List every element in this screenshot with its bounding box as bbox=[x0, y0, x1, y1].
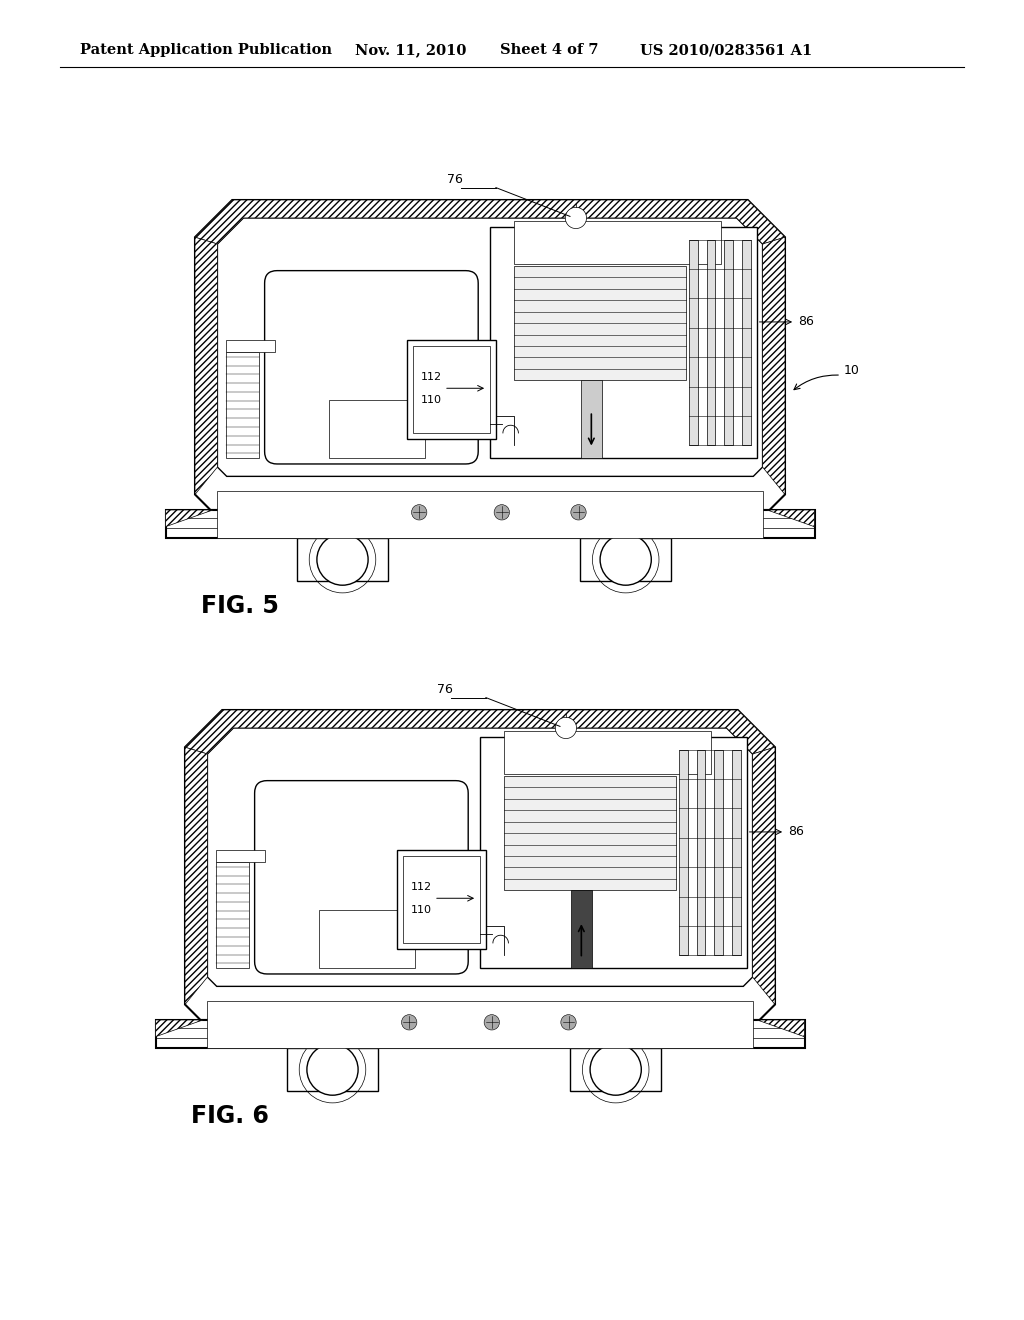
Bar bbox=[707, 240, 716, 445]
Bar bbox=[208, 1002, 753, 1048]
Circle shape bbox=[307, 1044, 358, 1096]
Circle shape bbox=[484, 1015, 500, 1030]
Polygon shape bbox=[195, 201, 785, 244]
Text: 76: 76 bbox=[436, 682, 453, 696]
Bar bbox=[514, 220, 721, 264]
Polygon shape bbox=[156, 1020, 203, 1036]
Bar bbox=[408, 341, 496, 440]
Text: US 2010/0283561 A1: US 2010/0283561 A1 bbox=[640, 44, 812, 57]
Polygon shape bbox=[763, 238, 785, 495]
Text: 110: 110 bbox=[421, 395, 441, 405]
Text: 76: 76 bbox=[446, 173, 463, 186]
Bar bbox=[504, 731, 712, 775]
FancyBboxPatch shape bbox=[255, 780, 468, 974]
Bar bbox=[226, 341, 275, 352]
Bar bbox=[226, 352, 259, 458]
Bar bbox=[403, 857, 480, 942]
Circle shape bbox=[565, 207, 587, 228]
Bar bbox=[287, 1048, 378, 1092]
Polygon shape bbox=[166, 510, 213, 527]
Text: FIG. 5: FIG. 5 bbox=[201, 594, 279, 618]
Text: 112: 112 bbox=[411, 882, 431, 891]
Bar bbox=[490, 227, 757, 458]
Bar bbox=[679, 750, 688, 956]
Bar bbox=[732, 750, 740, 956]
Polygon shape bbox=[195, 238, 217, 495]
Bar bbox=[742, 240, 751, 445]
Polygon shape bbox=[758, 1020, 805, 1036]
Circle shape bbox=[401, 1015, 417, 1030]
Circle shape bbox=[555, 717, 577, 739]
Bar bbox=[216, 862, 249, 968]
Bar bbox=[514, 267, 686, 380]
Bar bbox=[570, 1048, 662, 1092]
Circle shape bbox=[600, 535, 651, 585]
Polygon shape bbox=[185, 747, 208, 1005]
Text: 112: 112 bbox=[421, 371, 441, 381]
Bar bbox=[414, 346, 490, 433]
Text: Sheet 4 of 7: Sheet 4 of 7 bbox=[500, 44, 598, 57]
Text: 10: 10 bbox=[844, 364, 860, 378]
Bar bbox=[696, 750, 706, 956]
Circle shape bbox=[561, 1015, 577, 1030]
Bar bbox=[297, 539, 388, 581]
Polygon shape bbox=[753, 747, 775, 1005]
Bar bbox=[329, 400, 425, 458]
Text: Nov. 11, 2010: Nov. 11, 2010 bbox=[355, 44, 466, 57]
Bar bbox=[580, 539, 672, 581]
Bar bbox=[216, 850, 265, 862]
Bar bbox=[581, 380, 602, 458]
Bar bbox=[217, 491, 763, 539]
Bar bbox=[166, 510, 814, 539]
Circle shape bbox=[590, 1044, 641, 1096]
Text: 86: 86 bbox=[788, 825, 804, 838]
Bar bbox=[480, 738, 746, 968]
Circle shape bbox=[495, 504, 510, 520]
Bar bbox=[318, 909, 415, 968]
Bar bbox=[724, 240, 733, 445]
Bar bbox=[714, 750, 723, 956]
Bar bbox=[397, 850, 486, 949]
Polygon shape bbox=[195, 201, 785, 510]
Bar bbox=[570, 890, 592, 968]
Text: FIG. 6: FIG. 6 bbox=[190, 1105, 268, 1129]
Text: 86: 86 bbox=[798, 315, 814, 329]
Bar bbox=[156, 1020, 805, 1048]
Polygon shape bbox=[185, 710, 775, 754]
Bar bbox=[504, 776, 676, 890]
Text: Patent Application Publication: Patent Application Publication bbox=[80, 44, 332, 57]
Bar bbox=[689, 240, 697, 445]
Circle shape bbox=[570, 504, 586, 520]
Text: 110: 110 bbox=[411, 906, 431, 915]
Polygon shape bbox=[185, 710, 775, 1020]
Polygon shape bbox=[767, 510, 814, 527]
Circle shape bbox=[412, 504, 427, 520]
Circle shape bbox=[316, 535, 368, 585]
FancyBboxPatch shape bbox=[264, 271, 478, 463]
